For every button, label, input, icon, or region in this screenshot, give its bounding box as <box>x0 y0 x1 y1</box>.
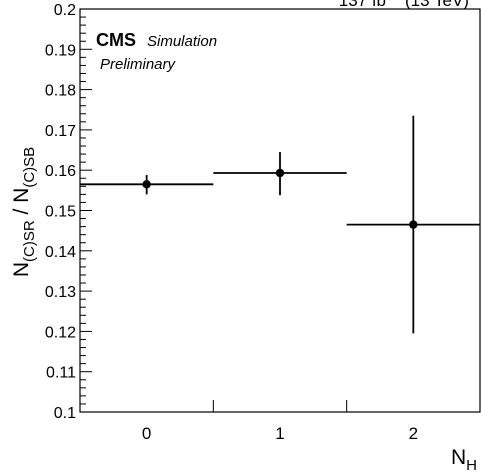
x-tick-label: 1 <box>275 424 284 443</box>
simulation-label: Simulation <box>147 33 217 50</box>
y-tick-label: 0.11 <box>46 365 76 382</box>
data-point <box>275 168 285 178</box>
data-points <box>80 115 480 334</box>
y-tick-label: 0.14 <box>45 244 76 261</box>
lumi-label: 137 fb <box>339 0 386 10</box>
y-tick-label: 0.18 <box>45 83 76 100</box>
y-tick-label: 0.17 <box>45 123 76 140</box>
y-tick-label: 0.15 <box>45 204 76 221</box>
y-tick-label: 0.12 <box>45 324 76 341</box>
preliminary-label: Preliminary <box>100 56 177 73</box>
y-axis-title: N(C)SR / N(C)SB <box>10 147 38 277</box>
x-axis-ticks: 0 1 2 <box>142 400 418 443</box>
data-point <box>409 220 418 229</box>
y-tick-label: 0.2 <box>54 2 76 19</box>
x-tick-label: 0 <box>142 424 151 443</box>
y-tick-label: 0.13 <box>45 284 76 301</box>
y-axis-ticks: 0.1 0.11 0.12 0.13 0.14 0.15 0.16 0.17 0.18 0.19 0… <box>45 2 92 422</box>
lumi-exponent: -1 <box>387 0 398 2</box>
x-axis-title: NH <box>451 446 477 472</box>
y-tick-label: 0.19 <box>45 42 76 59</box>
energy-label: (13 TeV) <box>405 0 469 10</box>
data-point <box>142 180 151 189</box>
x-tick-label: 2 <box>409 424 418 443</box>
y-tick-label: 0.1 <box>54 405 76 422</box>
cms-label: CMS <box>96 30 136 50</box>
y-tick-label: 0.16 <box>45 163 76 180</box>
